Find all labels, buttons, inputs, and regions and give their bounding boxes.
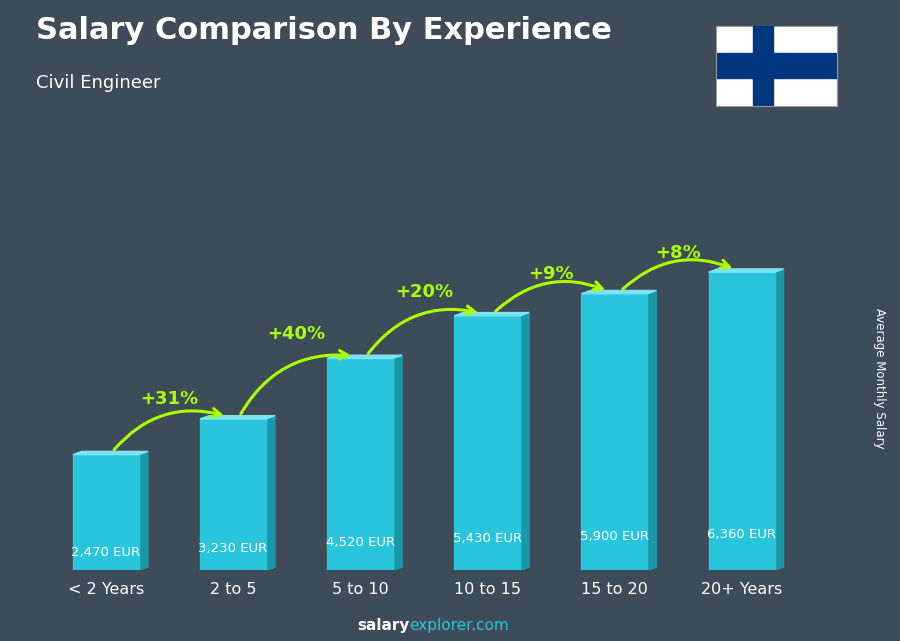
Text: +8%: +8% [655,244,701,262]
Text: Salary Comparison By Experience: Salary Comparison By Experience [36,16,612,45]
Text: 3,230 EUR: 3,230 EUR [198,542,267,555]
Polygon shape [708,269,784,272]
Bar [581,294,647,570]
Text: 2,470 EUR: 2,470 EUR [71,546,140,559]
Text: +40%: +40% [267,325,326,343]
Polygon shape [73,451,148,454]
Polygon shape [581,290,656,294]
Text: 5,430 EUR: 5,430 EUR [453,532,522,545]
Text: 4,520 EUR: 4,520 EUR [326,537,395,549]
Polygon shape [266,416,275,570]
Text: +9%: +9% [528,265,573,283]
Text: explorer.com: explorer.com [410,619,509,633]
Polygon shape [139,451,148,570]
Polygon shape [454,313,529,316]
Bar [716,53,837,78]
Bar [708,272,775,570]
Bar [454,316,520,570]
Text: Civil Engineer: Civil Engineer [36,74,160,92]
Text: salary: salary [357,619,410,633]
Bar [327,358,393,570]
Polygon shape [647,290,656,570]
Text: 5,900 EUR: 5,900 EUR [580,530,649,543]
Bar [73,454,139,570]
Text: +31%: +31% [140,390,199,408]
Text: Average Monthly Salary: Average Monthly Salary [873,308,886,449]
Polygon shape [775,269,784,570]
Text: +20%: +20% [395,283,453,301]
Bar [200,419,266,570]
Polygon shape [200,416,275,419]
Polygon shape [393,355,402,570]
Polygon shape [327,355,402,358]
Bar [752,26,773,106]
Text: 6,360 EUR: 6,360 EUR [707,528,776,540]
Polygon shape [520,313,529,570]
